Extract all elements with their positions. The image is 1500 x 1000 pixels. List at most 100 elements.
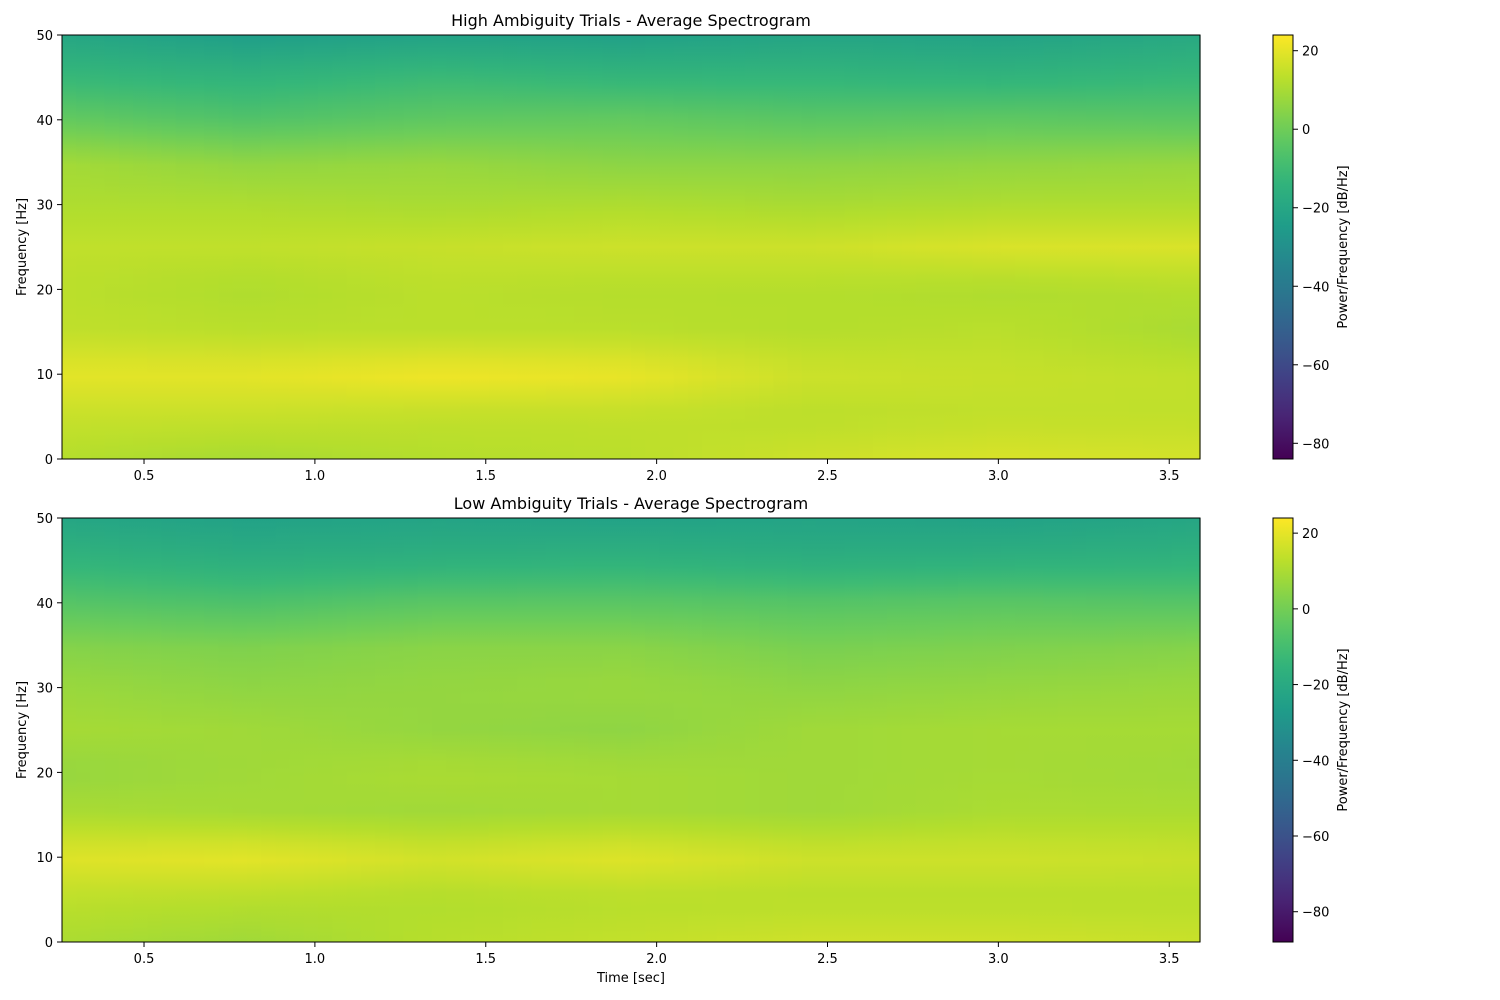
heatmap-strip bbox=[488, 35, 504, 459]
heatmap-strip bbox=[972, 35, 988, 459]
chart-title: High Ambiguity Trials - Average Spectrog… bbox=[451, 11, 811, 30]
heatmap-strip bbox=[986, 35, 1002, 459]
heatmap-strip bbox=[958, 35, 973, 459]
y-tick-label: 40 bbox=[36, 114, 53, 129]
heatmap-strip bbox=[1057, 35, 1073, 459]
colorbar-tick-label: 0 bbox=[1302, 123, 1310, 138]
y-tick-label: 30 bbox=[36, 682, 53, 697]
heatmap-strip bbox=[289, 518, 305, 942]
heatmap-strip bbox=[1128, 35, 1144, 459]
heatmap-strip bbox=[915, 518, 931, 942]
y-tick-label: 10 bbox=[36, 851, 53, 866]
heatmap-strip bbox=[901, 518, 917, 942]
x-tick-label: 3.0 bbox=[988, 469, 1009, 484]
colorbar-gradient bbox=[1273, 518, 1293, 942]
y-tick-label: 0 bbox=[45, 453, 53, 468]
heatmap-strip bbox=[972, 518, 988, 942]
x-tick-label: 3.0 bbox=[988, 952, 1009, 967]
heatmap-strip bbox=[1057, 518, 1073, 942]
heatmap-strip bbox=[161, 518, 177, 942]
heatmap-strip bbox=[631, 35, 646, 459]
y-tick-label: 30 bbox=[36, 199, 53, 214]
heatmap-strip bbox=[90, 518, 106, 942]
heatmap-strip bbox=[801, 35, 817, 459]
heatmap-strip bbox=[360, 518, 376, 942]
heatmap-strip bbox=[659, 35, 675, 459]
heatmap-strip bbox=[759, 518, 774, 942]
heatmap-strip bbox=[1015, 518, 1030, 942]
heatmap-strip bbox=[1029, 35, 1045, 459]
heatmap-strip bbox=[275, 35, 291, 459]
heatmap-strip bbox=[730, 518, 746, 942]
heatmap-strip bbox=[104, 518, 120, 942]
colorbar-tick-label: −40 bbox=[1302, 280, 1329, 295]
heatmap-strip bbox=[1114, 35, 1130, 459]
colorbar: 20 0 −20 −40 −60 −80 bbox=[1272, 34, 1329, 460]
heatmap-strip bbox=[502, 35, 518, 459]
heatmap-strip bbox=[431, 518, 447, 942]
y-tick-label: 20 bbox=[36, 766, 53, 781]
heatmap-strip bbox=[645, 518, 661, 942]
heatmap-strip bbox=[602, 518, 618, 942]
heatmap-strip bbox=[773, 518, 789, 942]
heatmap-strip bbox=[517, 518, 533, 942]
heatmap-strip bbox=[787, 518, 803, 942]
heatmap-strip bbox=[844, 35, 860, 459]
heatmap-strip bbox=[559, 518, 575, 942]
x-tick-label: 3.5 bbox=[1159, 952, 1180, 967]
heatmap-strip bbox=[190, 35, 205, 459]
heatmap-strip bbox=[1000, 35, 1016, 459]
heatmap-strip bbox=[204, 35, 220, 459]
y-tick-label: 0 bbox=[45, 936, 53, 951]
colorbar-tick-label: −20 bbox=[1302, 202, 1329, 217]
heatmap-strip bbox=[147, 518, 163, 942]
heatmap-strip bbox=[588, 518, 604, 942]
x-tick-label: 0.5 bbox=[134, 952, 155, 967]
heatmap-strip bbox=[133, 35, 148, 459]
heatmap-strip bbox=[431, 35, 447, 459]
heatmap-strip bbox=[759, 35, 774, 459]
heatmap-strip bbox=[901, 35, 917, 459]
heatmap-strip bbox=[474, 518, 490, 942]
heatmap-strip bbox=[659, 518, 675, 942]
heatmap-strip bbox=[346, 518, 362, 942]
heatmap-strip bbox=[318, 518, 333, 942]
heatmap-strip bbox=[1000, 518, 1016, 942]
heatmap-strip bbox=[218, 518, 234, 942]
heatmap-strip bbox=[887, 518, 902, 942]
heatmap-strip bbox=[1100, 518, 1116, 942]
heatmap-strip bbox=[1128, 518, 1144, 942]
heatmap-strip bbox=[232, 35, 248, 459]
heatmap-strip bbox=[872, 35, 888, 459]
y-tick-label: 50 bbox=[36, 512, 53, 527]
heatmap-strip bbox=[687, 518, 703, 942]
heatmap-strip bbox=[417, 35, 433, 459]
heatmap-strip bbox=[1071, 35, 1087, 459]
heatmap-strip bbox=[915, 35, 931, 459]
heatmap-strip bbox=[872, 518, 888, 942]
heatmap-strip bbox=[1171, 35, 1187, 459]
heatmap-strip bbox=[403, 518, 419, 942]
heatmap-strip bbox=[702, 35, 717, 459]
heatmap-strip bbox=[929, 35, 945, 459]
heatmap-strip bbox=[118, 518, 134, 942]
heatmap-strip bbox=[318, 35, 333, 459]
colorbar-label: Power/Frequency [dB/Hz] bbox=[1336, 165, 1351, 328]
colorbar-gradient bbox=[1273, 35, 1293, 459]
heatmap-strip bbox=[616, 35, 632, 459]
heatmap-strip bbox=[460, 518, 476, 942]
heatmap-strip bbox=[218, 35, 234, 459]
x-tick-label: 1.0 bbox=[305, 469, 326, 484]
heatmap-strip bbox=[645, 35, 661, 459]
colorbar-frame bbox=[1272, 34, 1294, 460]
heatmap-strip bbox=[531, 518, 547, 942]
heatmap-strip bbox=[1043, 518, 1059, 942]
y-tick-label: 50 bbox=[36, 29, 53, 44]
heatmap-strip bbox=[246, 35, 262, 459]
colorbar-tick-label: −60 bbox=[1302, 359, 1329, 374]
panel-high-ambiguity: High Ambiguity Trials - Average Spectrog… bbox=[15, 11, 1351, 484]
heatmap-strip bbox=[929, 518, 945, 942]
heatmap-strip bbox=[602, 35, 618, 459]
heatmap-strip bbox=[616, 518, 632, 942]
heatmap-strip bbox=[801, 518, 817, 942]
